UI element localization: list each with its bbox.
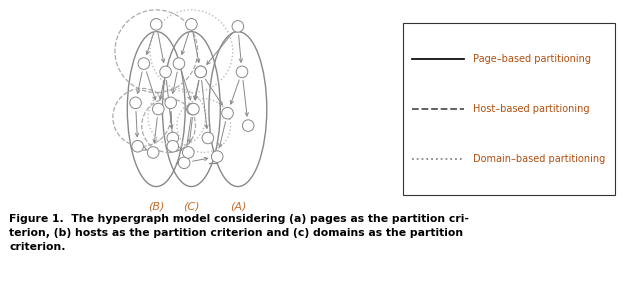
- Circle shape: [186, 103, 198, 115]
- Circle shape: [132, 140, 143, 152]
- Text: (A): (A): [230, 201, 246, 211]
- Text: Domain–based partitioning: Domain–based partitioning: [473, 154, 605, 164]
- Circle shape: [242, 120, 254, 131]
- Text: Host–based partitioning: Host–based partitioning: [473, 104, 589, 114]
- Circle shape: [232, 21, 243, 32]
- Circle shape: [195, 66, 207, 78]
- Circle shape: [178, 157, 190, 168]
- Circle shape: [130, 97, 141, 109]
- Circle shape: [167, 132, 179, 144]
- Circle shape: [147, 147, 159, 158]
- Text: Page–based partitioning: Page–based partitioning: [473, 55, 591, 65]
- Circle shape: [173, 58, 184, 69]
- Circle shape: [153, 103, 164, 115]
- Circle shape: [186, 19, 197, 30]
- Circle shape: [211, 151, 223, 162]
- Circle shape: [236, 66, 248, 78]
- Circle shape: [183, 147, 194, 158]
- Circle shape: [195, 66, 207, 78]
- Circle shape: [202, 132, 214, 144]
- Circle shape: [167, 140, 179, 152]
- Circle shape: [150, 19, 162, 30]
- Text: (C): (C): [183, 201, 200, 211]
- Text: (B): (B): [148, 201, 164, 211]
- Circle shape: [160, 66, 171, 78]
- Circle shape: [222, 107, 233, 119]
- Text: Figure 1.  The hypergraph model considering (a) pages as the partition cri-
teri: Figure 1. The hypergraph model consideri…: [10, 214, 469, 252]
- Circle shape: [165, 97, 176, 109]
- Circle shape: [138, 58, 150, 69]
- Circle shape: [188, 103, 199, 115]
